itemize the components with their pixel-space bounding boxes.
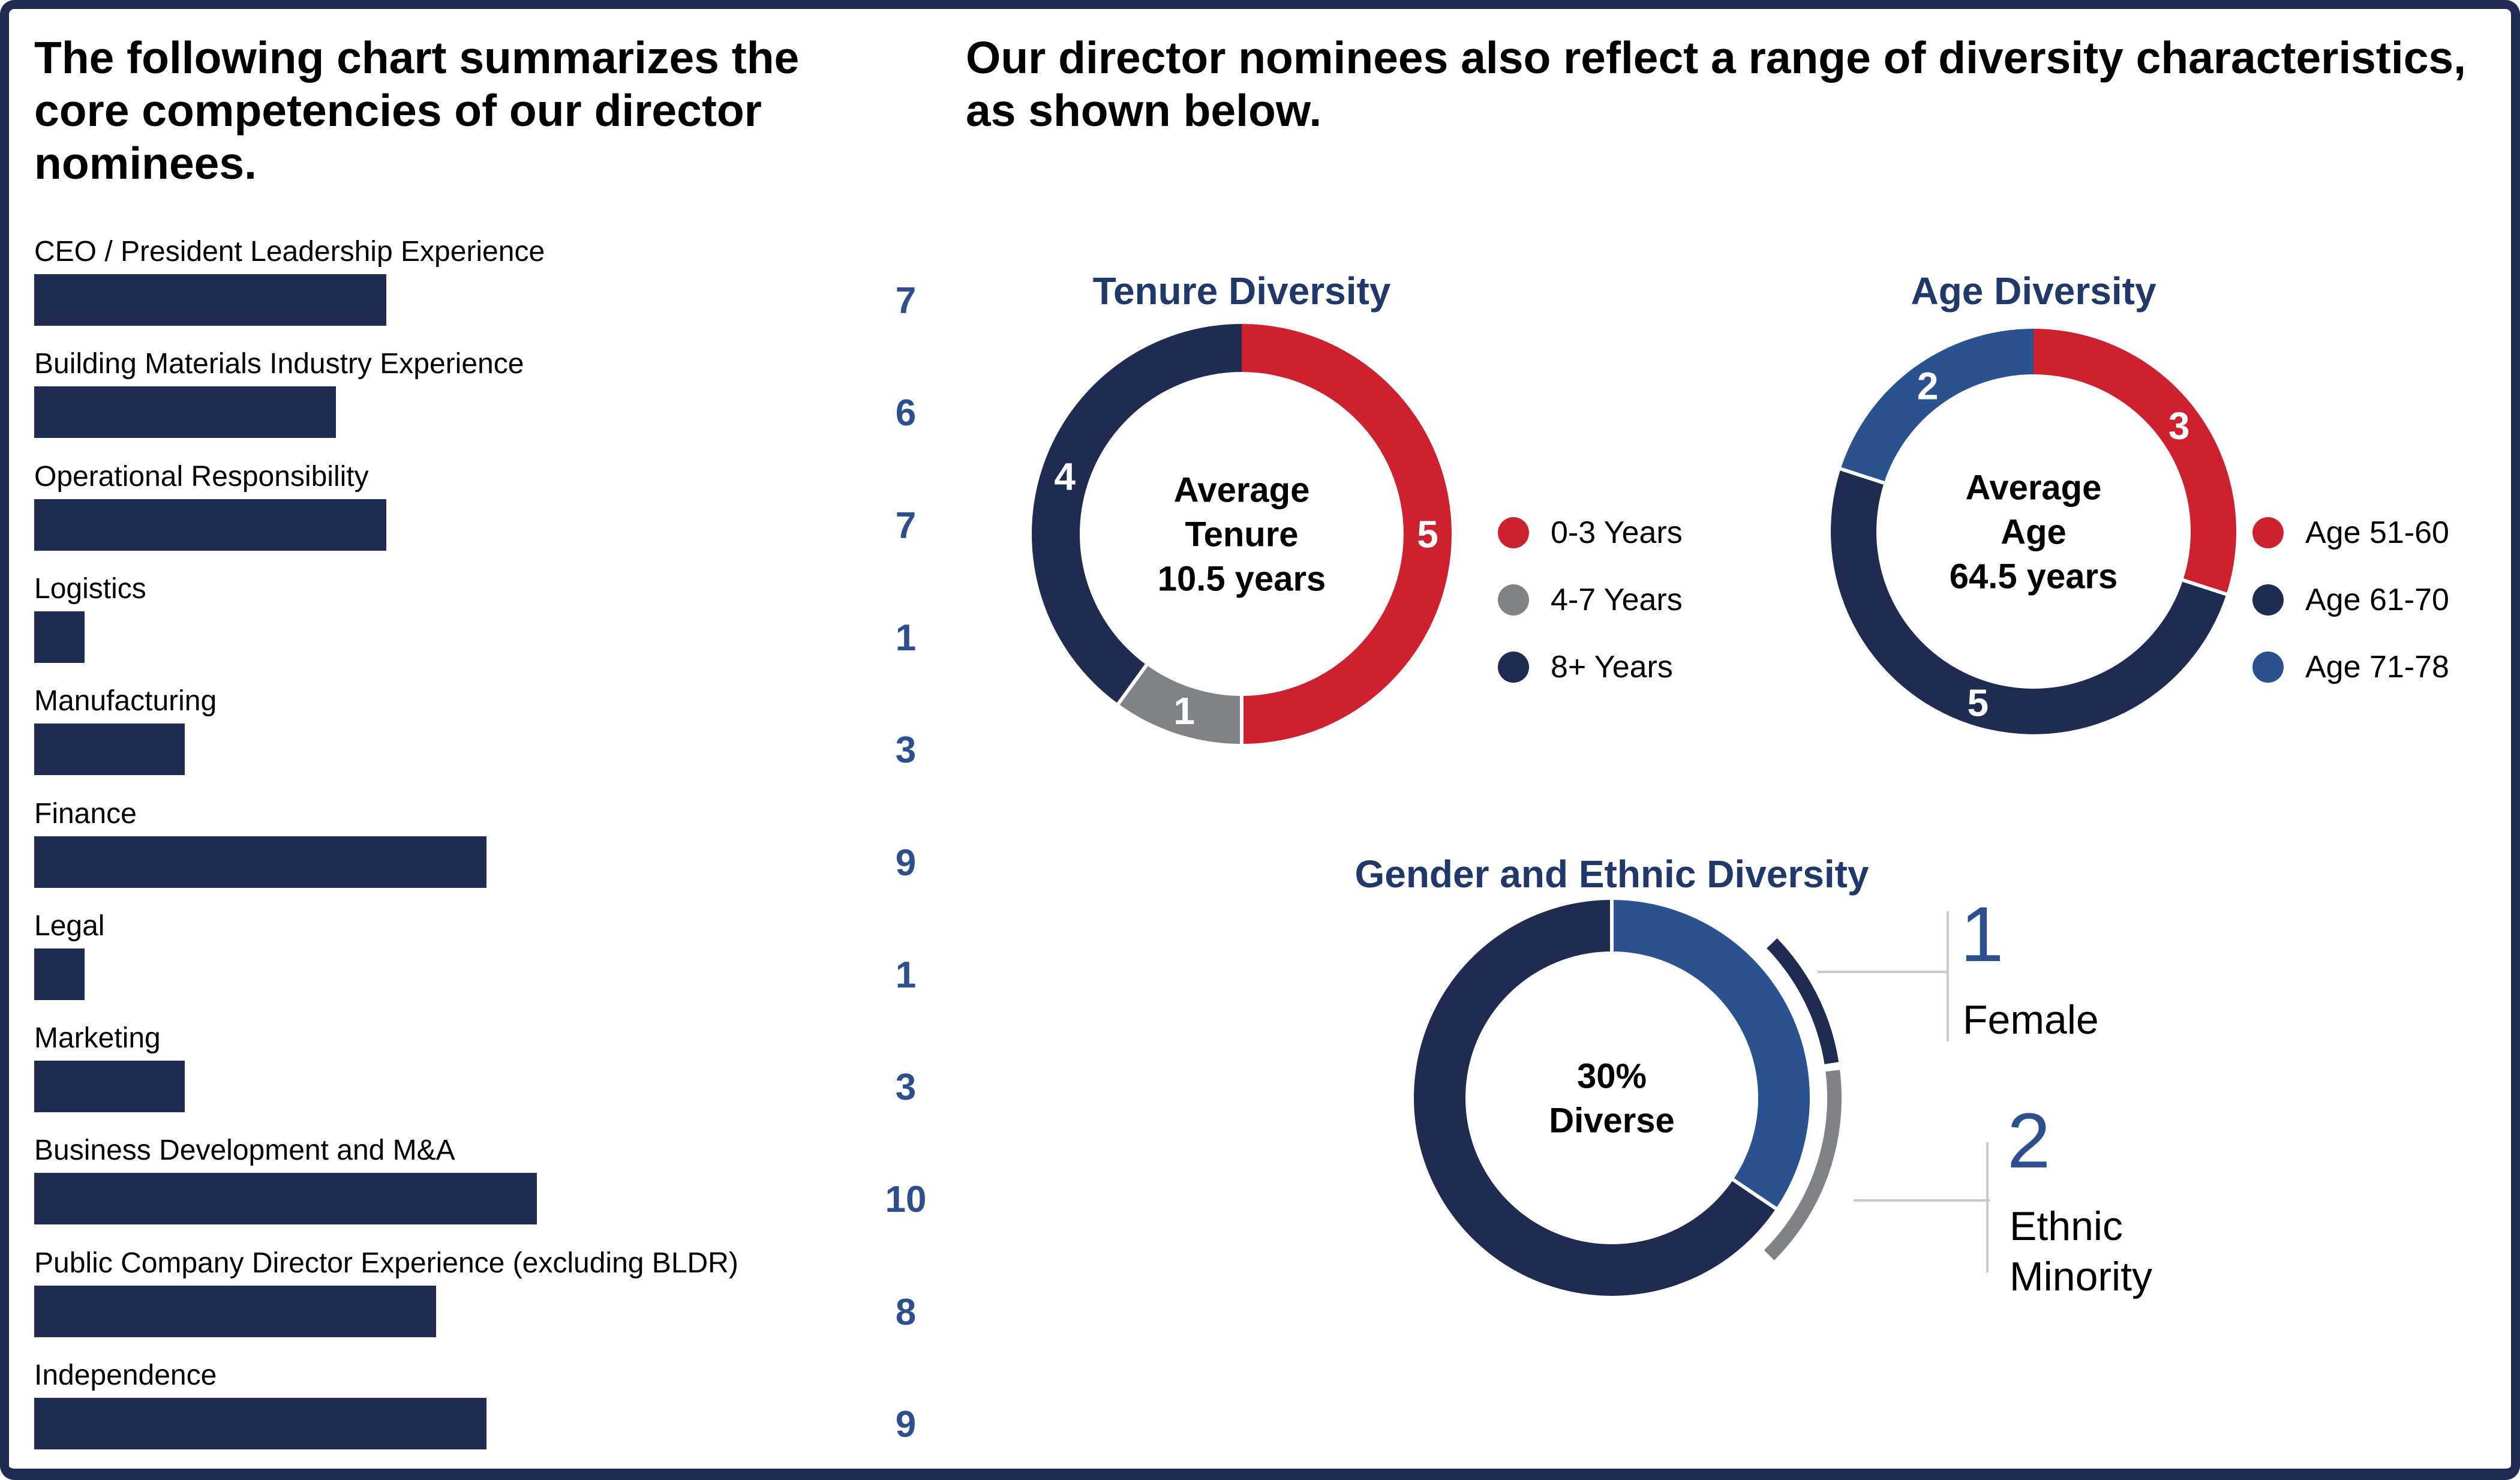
- tenure-legend-label: 0-3 Years: [1551, 515, 1683, 550]
- age-legend-dot: [2252, 584, 2284, 616]
- bar-value: 10: [885, 1179, 927, 1221]
- tenure-title: Tenure Diversity: [1092, 269, 1391, 313]
- bar: [34, 386, 336, 439]
- bar-value: 3: [895, 1067, 917, 1109]
- tenure-center-label: Tenure: [1185, 515, 1298, 554]
- age-segment-value: 3: [2168, 404, 2190, 448]
- bar: [34, 1061, 185, 1113]
- tenure-segment-separator: [1116, 663, 1149, 706]
- tenure-segment: [1242, 324, 1452, 744]
- bar-category-label: Public Company Director Experience (excl…: [34, 1247, 738, 1279]
- bar-category-label: Independence: [34, 1359, 217, 1391]
- bar-value: 1: [895, 954, 917, 996]
- bar-category-label: Manufacturing: [34, 685, 217, 718]
- bar: [34, 611, 85, 663]
- left-title-line: core competencies of our director: [34, 85, 762, 136]
- gender-title: Gender and Ethnic Diversity: [1354, 852, 1869, 896]
- age-segment: [1840, 329, 2034, 484]
- bar-value: 7: [895, 505, 917, 547]
- tenure-segment: [1118, 665, 1242, 744]
- gender-callout-line: [1947, 911, 1949, 1041]
- age-center-label: 64.5 years: [1950, 557, 2118, 596]
- bar-category-label: Operational Responsibility: [34, 460, 369, 493]
- bar: [34, 836, 487, 888]
- bar: [34, 499, 386, 551]
- age-segment-value: 5: [1967, 682, 1989, 725]
- age-center-label: Average: [1966, 468, 2102, 507]
- right-title-line: as shown below.: [966, 85, 1322, 136]
- bar-category-label: Business Development and M&A: [34, 1134, 455, 1167]
- gender-donut-chart: 30% Diverse: [1414, 899, 1842, 1296]
- bar: [34, 948, 85, 1000]
- gender-callout-arc: [1767, 938, 1839, 1064]
- bar-category-label: Logistics: [34, 572, 146, 605]
- age-legend-dot: [2252, 517, 2284, 548]
- bar-category-label: Building Materials Industry Experience: [34, 348, 524, 380]
- bar-category-label: Legal: [34, 909, 105, 942]
- bar-value: 7: [895, 280, 917, 322]
- age-segment-separator: [2181, 578, 2228, 596]
- tenure-center-label: 10.5 years: [1158, 559, 1326, 598]
- gender-segment: [1612, 900, 1810, 1209]
- gender-callout-arc: [1764, 1070, 1842, 1260]
- bar: [34, 1285, 437, 1337]
- tenure-legend-dot: [1498, 517, 1529, 548]
- tenure-segment-value: 1: [1173, 689, 1195, 733]
- age-legend-dot: [2252, 652, 2284, 683]
- bar: [34, 1173, 537, 1225]
- gender-callout-line: [1818, 971, 1948, 973]
- tenure-segment-value: 5: [1417, 512, 1438, 556]
- tenure-segment: [1031, 324, 1242, 704]
- age-segment-separator: [1839, 467, 1886, 485]
- bar-value: 6: [895, 392, 917, 434]
- tenure-center-label: Average: [1174, 470, 1310, 509]
- tenure-legend-dot: [1498, 584, 1529, 616]
- gender-callout-value: 2: [2007, 1097, 2051, 1184]
- bar-value: 1: [895, 617, 917, 659]
- tenure-legend-label: 8+ Years: [1551, 650, 1673, 685]
- age-legend-label: Age 61-70: [2305, 583, 2449, 617]
- gender-callout-label: Female: [1963, 997, 2099, 1043]
- bar-value: 8: [895, 1291, 917, 1333]
- bar-value: 3: [895, 730, 917, 771]
- age-legend-label: Age 51-60: [2305, 515, 2449, 550]
- bar-category-label: Marketing: [34, 1022, 161, 1055]
- bar-value: 9: [895, 842, 917, 884]
- tenure-segment-value: 4: [1054, 455, 1076, 499]
- tenure-donut-chart: 5 1 4 Average Tenure 10.5 years: [1031, 324, 1452, 745]
- left-title-line: The following chart summarizes the: [34, 32, 800, 83]
- age-segment: [1831, 469, 2227, 734]
- age-title: Age Diversity: [1911, 269, 2156, 313]
- bar-category-label: CEO / President Leadership Experience: [34, 236, 545, 268]
- bar: [34, 274, 386, 326]
- left-title-line: nominees.: [34, 138, 257, 188]
- gender-callout-line: [1986, 1142, 1989, 1272]
- gender-center-label: 30%: [1577, 1056, 1647, 1095]
- bar-value: 9: [895, 1404, 917, 1445]
- age-segment-value: 2: [1917, 365, 1939, 408]
- gender-callout-value: 1: [1960, 890, 2004, 978]
- bar: [34, 724, 185, 776]
- age-donut-chart: 3 5 2 Average Age 64.5 years: [1831, 329, 2236, 734]
- right-panel-title: Our director nominees also reflect a ran…: [966, 31, 2501, 137]
- tenure-legend-label: 4-7 Years: [1551, 583, 1683, 617]
- tenure-legend-dot: [1498, 652, 1529, 683]
- gender-callout-label: Ethnic Minority: [2010, 1203, 2153, 1299]
- left-panel-title: The following chart summarizes the core …: [34, 31, 934, 190]
- gender-segment-separator: [1731, 1177, 1778, 1211]
- gender-center-label: Diverse: [1549, 1101, 1675, 1140]
- bar-category-label: Finance: [34, 797, 137, 830]
- age-center-label: Age: [2001, 512, 2067, 551]
- gender-callout-line: [1854, 1199, 1990, 1202]
- age-segment: [2034, 329, 2236, 595]
- bar: [34, 1398, 487, 1449]
- age-legend-label: Age 71-78: [2305, 650, 2449, 685]
- right-title-line: Our director nominees also reflect a ran…: [966, 32, 2466, 83]
